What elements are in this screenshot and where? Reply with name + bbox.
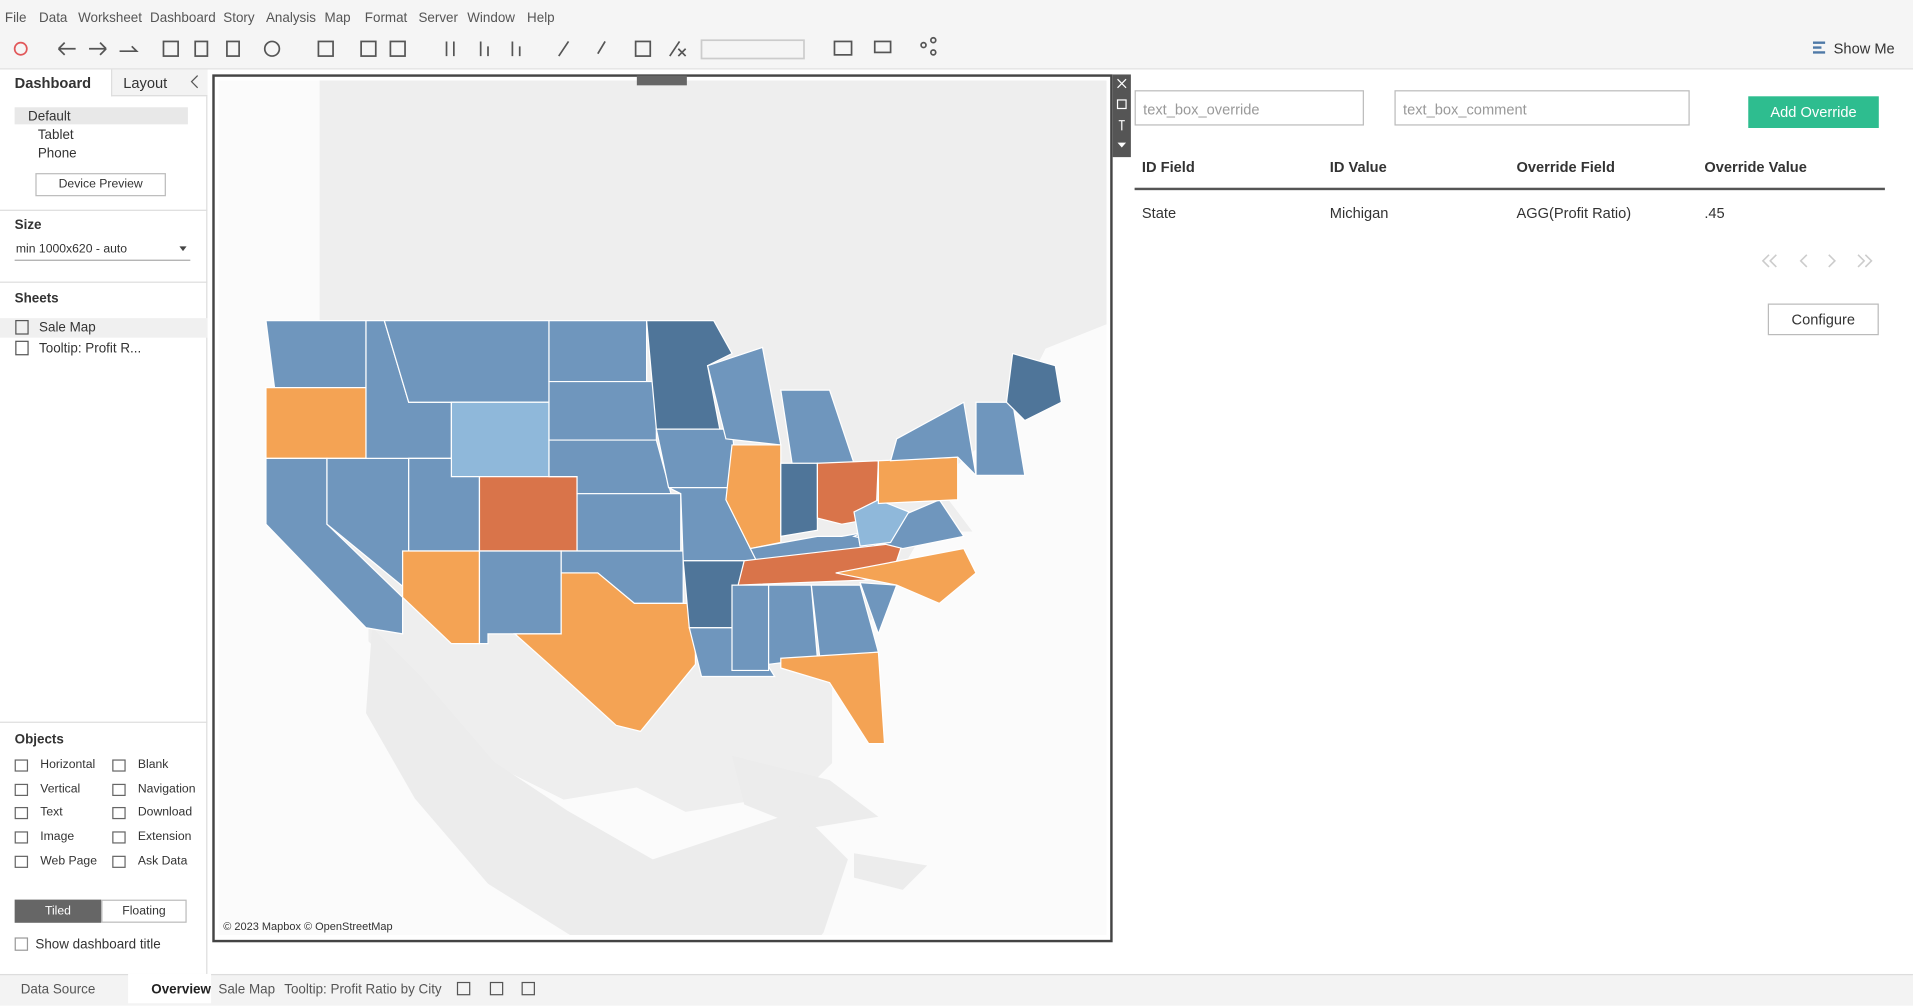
menu-item[interactable]: Story	[223, 10, 255, 26]
table-cell: AGG(Profit Ratio)	[1516, 204, 1632, 222]
show-me[interactable]: Show Me	[1833, 40, 1895, 58]
tab[interactable]: Layout	[123, 74, 168, 92]
divider	[0, 721, 208, 723]
device[interactable]: Default	[28, 109, 71, 125]
section-title: Sheets	[14, 291, 59, 306]
table-cell: Michigan	[1329, 204, 1389, 222]
table-header: Override Field	[1516, 158, 1615, 176]
object-item[interactable]: Navigation	[137, 782, 196, 796]
selected-device	[14, 107, 188, 125]
object-icon	[14, 783, 29, 796]
table-header: ID Field	[1141, 158, 1195, 176]
header-rule	[1134, 187, 1885, 191]
object-icon	[112, 855, 126, 868]
active-tab-bg	[128, 973, 212, 1004]
object-icon	[112, 831, 126, 844]
object-item[interactable]: Download	[137, 806, 193, 820]
menu-item[interactable]: Worksheet	[78, 10, 142, 26]
add-override-button[interactable]: Add Override	[1748, 96, 1879, 128]
sheet-tab[interactable]: Sale Map	[218, 982, 276, 998]
object-item[interactable]: Ask Data	[137, 854, 188, 868]
underline	[14, 259, 191, 261]
device-preview-button[interactable]: Device Preview	[35, 173, 166, 197]
layout-mode[interactable]: Floating	[101, 899, 187, 923]
table-header: ID Value	[1329, 158, 1387, 176]
menu-item[interactable]: Analysis	[265, 10, 316, 26]
device[interactable]: Tablet	[37, 127, 74, 143]
checkbox[interactable]	[14, 937, 29, 951]
sheet[interactable]: Sale Map	[39, 320, 96, 336]
size-dropdown[interactable]: min 1000x620 - auto	[15, 242, 128, 256]
left-panel	[0, 69, 208, 974]
text-input[interactable]: text_box_override	[1134, 90, 1364, 126]
object-item[interactable]: Web Page	[40, 854, 98, 868]
show-me-icon	[1812, 41, 1826, 54]
table-cell: State	[1141, 204, 1177, 222]
new-sheet-icons[interactable]	[455, 980, 540, 1000]
table-header: Override Value	[1704, 158, 1807, 176]
drag-handle[interactable]	[636, 75, 687, 86]
object-item[interactable]: Horizontal	[40, 758, 96, 772]
object-icon	[14, 759, 29, 772]
sheet-tab[interactable]: Data Source	[20, 982, 96, 998]
sheet-tab[interactable]: Tooltip: Profit Ratio by City	[284, 982, 442, 998]
top-bars	[0, 0, 1913, 70]
menu-item[interactable]: Format	[364, 10, 408, 26]
tab[interactable]: Dashboard	[14, 74, 92, 92]
object-item[interactable]: Text	[40, 806, 63, 820]
toolbar-icons	[13, 36, 937, 60]
device[interactable]: Phone	[37, 146, 77, 161]
sheet-icons	[15, 319, 29, 356]
zone-controls[interactable]	[1112, 74, 1131, 158]
sheet-highlight	[0, 318, 208, 338]
menu-item[interactable]: File	[4, 10, 27, 26]
section-title: Size	[14, 218, 42, 233]
menu-item[interactable]: Window	[467, 10, 515, 26]
collapse-icon[interactable]	[189, 74, 201, 89]
section-title: Objects	[14, 732, 64, 748]
divider	[0, 281, 208, 283]
object-icon	[112, 759, 126, 772]
object-item[interactable]: Vertical	[40, 782, 81, 796]
menu-item[interactable]: Dashboard	[150, 10, 216, 26]
object-icon	[14, 807, 29, 820]
divider	[0, 209, 208, 211]
object-icon	[14, 855, 29, 868]
map-attribution: © 2023 Mapbox © OpenStreetMap	[223, 920, 393, 933]
object-item[interactable]: Blank	[137, 758, 169, 772]
configure-button[interactable]: Configure	[1767, 303, 1879, 336]
dropdown-arrow	[179, 246, 187, 252]
object-item[interactable]: Extension	[137, 830, 192, 844]
object-item[interactable]: Image	[40, 830, 75, 844]
object-icon	[112, 783, 126, 796]
map	[218, 80, 1107, 935]
object-icon	[14, 831, 29, 844]
menu-item[interactable]: Map	[324, 10, 351, 26]
layout-mode-active[interactable]: Tiled	[14, 899, 102, 923]
pagination[interactable]	[1761, 254, 1874, 269]
text-input[interactable]: text_box_comment	[1394, 90, 1690, 126]
bottom-bar	[0, 973, 1913, 1006]
table-cell: .45	[1704, 204, 1725, 222]
menu-item[interactable]: Server	[418, 10, 458, 26]
menu-item[interactable]: Help	[527, 10, 555, 26]
sheet[interactable]: Tooltip: Profit R...	[39, 341, 142, 356]
sheet-tab[interactable]: Overview	[151, 982, 211, 998]
show-title-label: Show dashboard title	[35, 937, 161, 953]
tab-bg	[111, 69, 208, 97]
menu-item[interactable]: Data	[39, 10, 68, 26]
object-icon	[112, 807, 126, 820]
